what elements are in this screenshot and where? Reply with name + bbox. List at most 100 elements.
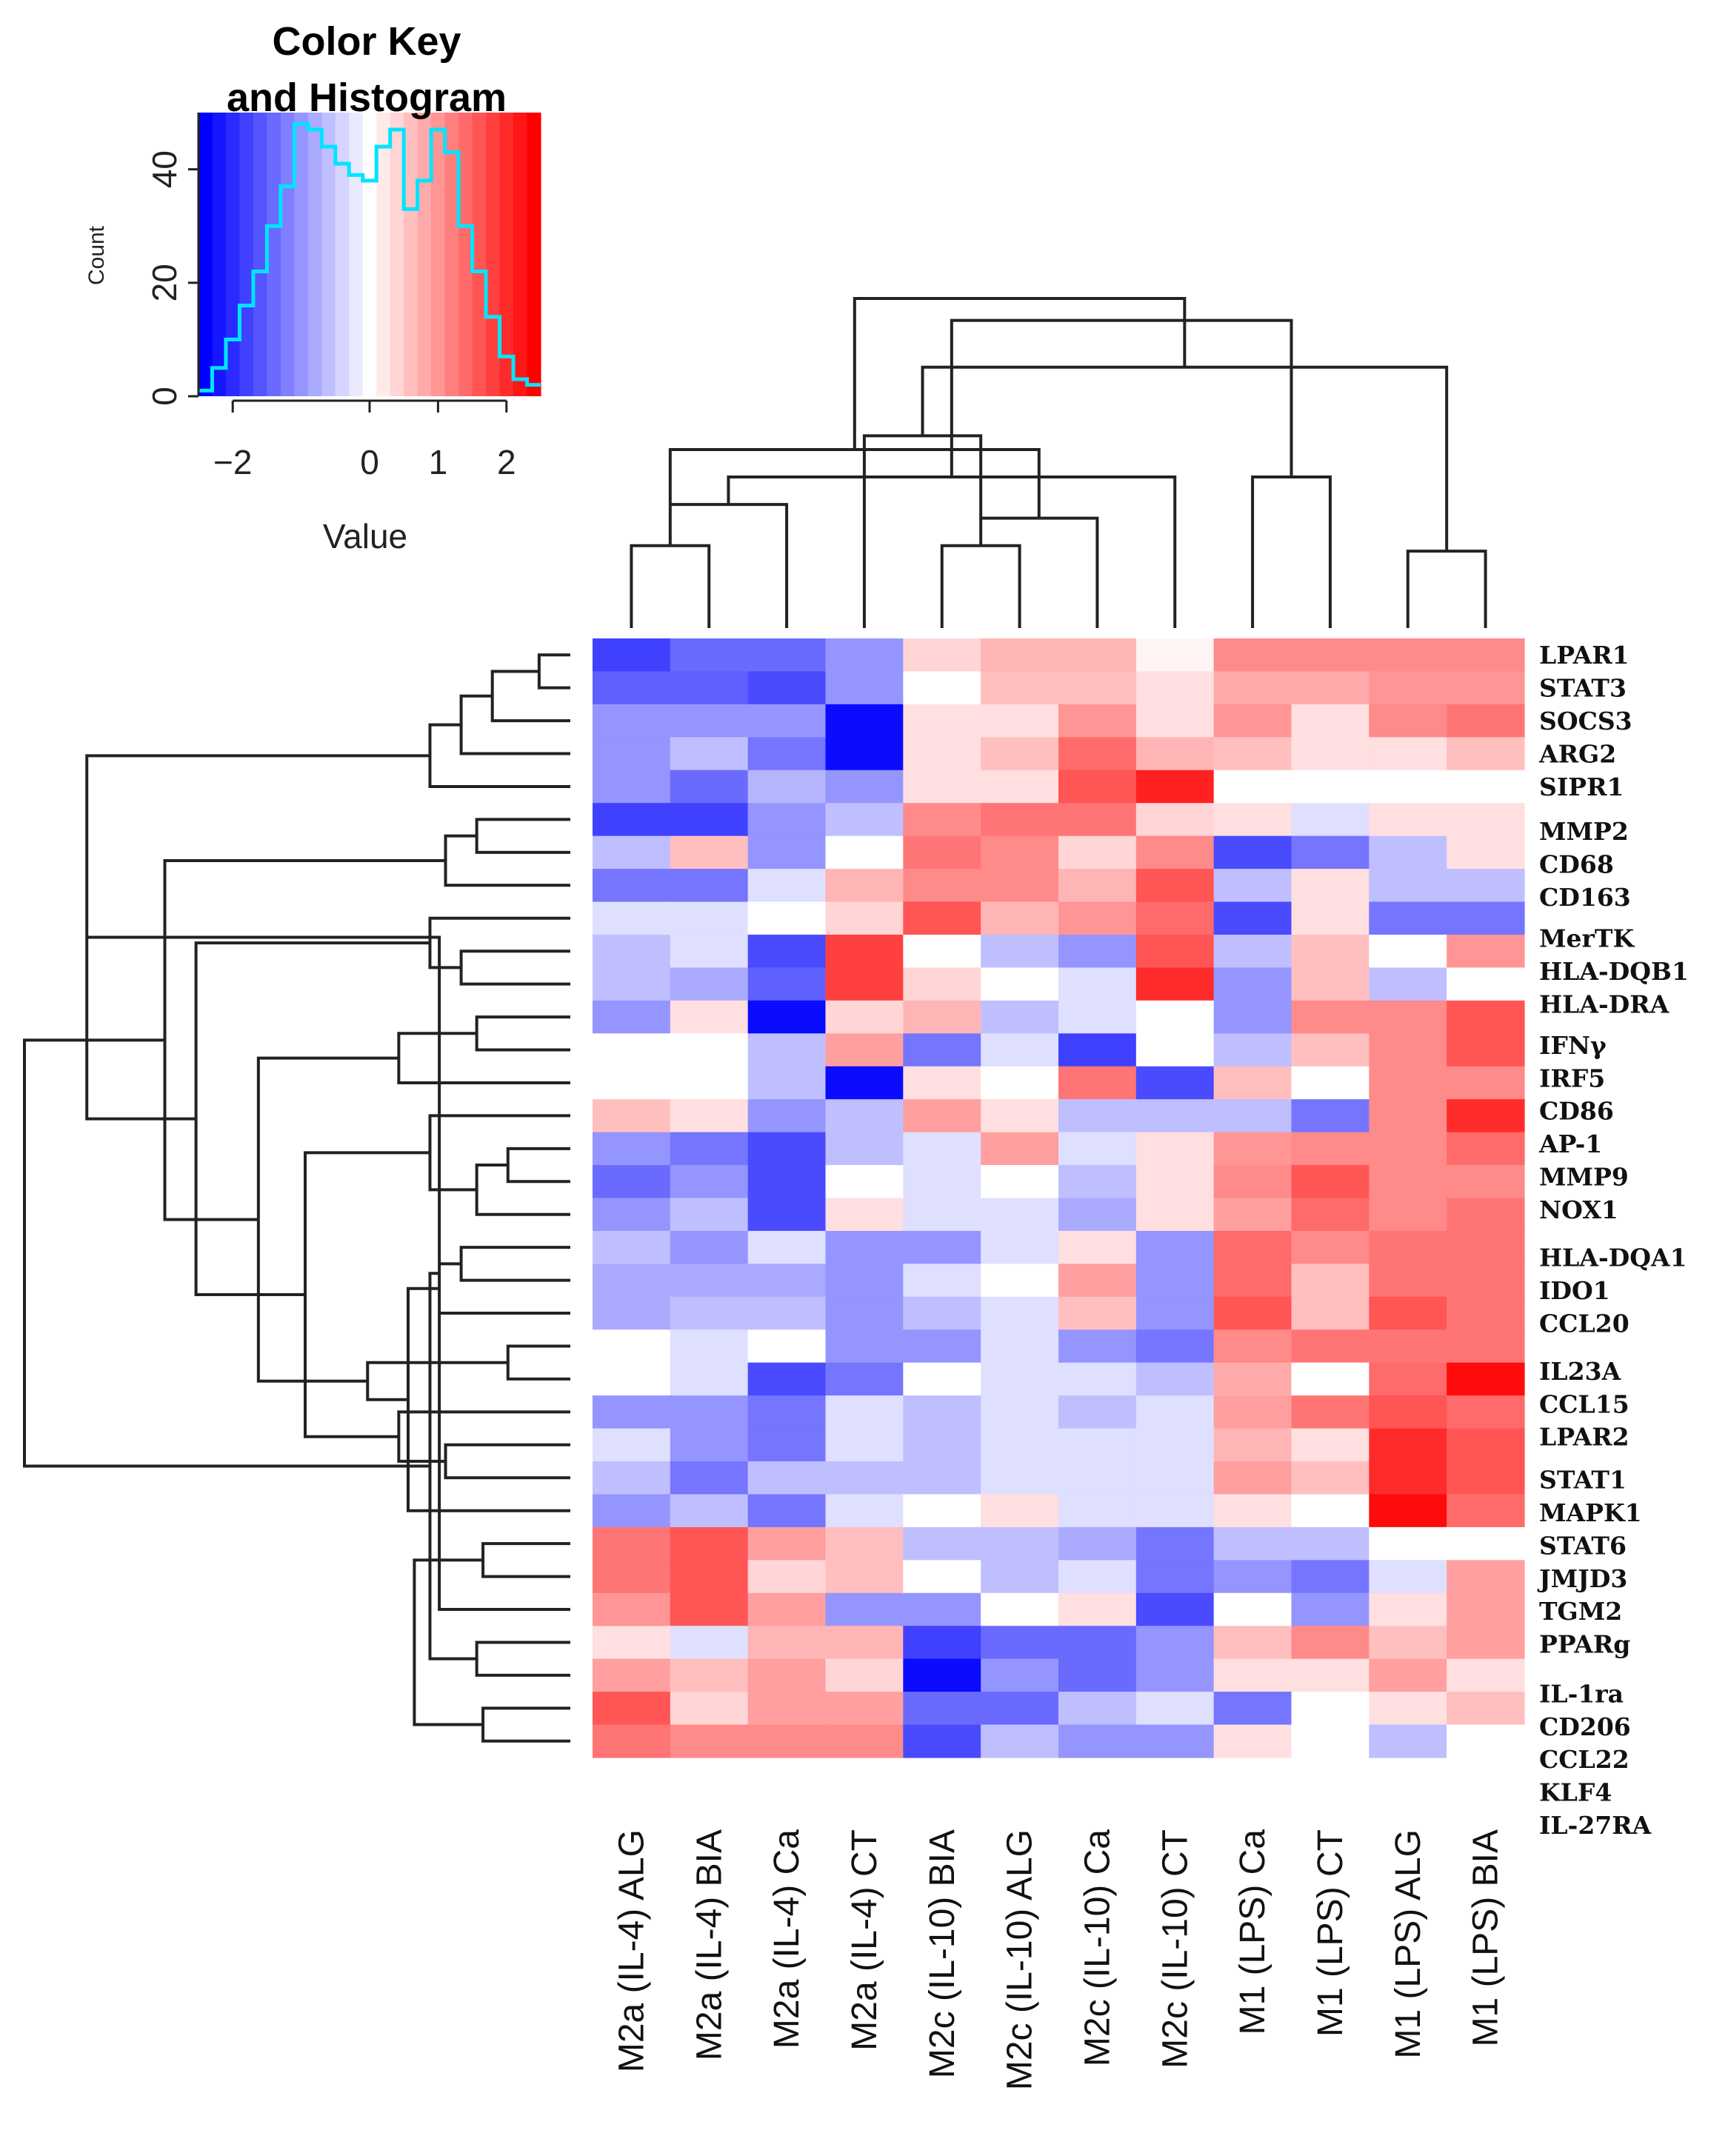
heatmap-cell: [981, 869, 1059, 903]
heatmap-cell: [1135, 1000, 1215, 1034]
heatmap-cell: [593, 1461, 671, 1495]
gene-label: CD68: [1539, 850, 1614, 878]
color-key-band: [376, 113, 391, 396]
heatmap-cell: [1058, 1362, 1137, 1396]
heatmap-cell: [1135, 803, 1215, 837]
heatmap-cell: [1213, 1560, 1292, 1594]
gene-label: CD206: [1539, 1712, 1631, 1741]
heatmap-cell: [1135, 869, 1215, 903]
color-key-ytick: 0: [145, 387, 184, 406]
gene-label: LPAR2: [1539, 1423, 1629, 1452]
heatmap-cell: [1447, 1296, 1525, 1330]
color-key-band: [294, 113, 309, 396]
heatmap-cell: [670, 1329, 749, 1364]
heatmap-cell: [903, 1099, 981, 1133]
heatmap-cell: [981, 638, 1059, 673]
heatmap-cell: [1369, 1494, 1447, 1528]
color-key-band: [239, 113, 254, 396]
heatmap-cell: [825, 1329, 904, 1364]
heatmap-cell: [981, 1626, 1059, 1660]
heatmap-cell: [903, 1626, 981, 1660]
heatmap-cell: [747, 1066, 827, 1100]
heatmap-cell: [825, 1033, 904, 1067]
heatmap-cell: [1447, 1329, 1525, 1364]
color-key-band: [390, 113, 404, 396]
heatmap-cell: [593, 737, 671, 771]
heatmap-cell: [747, 1230, 827, 1264]
heatmap-cell: [1058, 1526, 1137, 1561]
heatmap-cell: [1213, 1592, 1292, 1626]
color-key-band: [404, 113, 418, 396]
heatmap-cell: [1369, 1626, 1447, 1660]
heatmap-cell: [903, 704, 981, 738]
heatmap-cell: [593, 901, 671, 935]
heatmap-cell: [981, 1362, 1059, 1396]
heatmap-cell: [981, 1198, 1059, 1232]
heatmap-cell: [981, 901, 1059, 935]
heatmap-cell: [1058, 1395, 1137, 1429]
sample-label: M2c (IL-10) Ca: [1078, 1829, 1117, 2066]
color-key-histogram: [199, 121, 541, 393]
heatmap-cell: [1291, 1526, 1370, 1561]
color-key-ytick: 20: [145, 264, 184, 301]
heatmap-cell: [1291, 1296, 1370, 1330]
heatmap-cell: [1213, 1132, 1292, 1166]
heatmap-cell: [1447, 1526, 1525, 1561]
color-key-band: [349, 113, 364, 396]
heatmap-cell: [981, 1132, 1059, 1166]
heatmap-cell: [903, 1230, 981, 1264]
heatmap-cell: [903, 1329, 981, 1364]
color-key-band: [486, 113, 501, 396]
gene-label: CCL22: [1539, 1745, 1629, 1774]
heatmap-cell: [1291, 1066, 1370, 1100]
heatmap-cell: [825, 901, 904, 935]
color-key-band: [444, 113, 459, 396]
heatmap-cell: [1447, 1132, 1525, 1166]
heatmap-cell: [1369, 1264, 1447, 1298]
heatmap-cell: [903, 835, 981, 870]
heatmap-cell: [903, 1132, 981, 1166]
heatmap-cell: [981, 1658, 1059, 1692]
heatmap-cell: [593, 934, 671, 969]
heatmap-cell: [593, 1526, 671, 1561]
heatmap-cell: [1135, 1724, 1215, 1758]
heatmap-cell: [1213, 671, 1292, 705]
heatmap-cell: [670, 1560, 749, 1594]
color-key: 0 20 40 −2 0 1 2 Color Key and Histogram Value…: [84, 19, 541, 555]
heatmap-cell: [825, 1362, 904, 1396]
color-key-xtick: −2: [213, 443, 252, 481]
heatmap-cell: [1135, 1264, 1215, 1298]
sample-label: M1 (LPS) Ca: [1233, 1829, 1272, 2035]
color-key-title-line2: and Histogram: [227, 76, 507, 120]
heatmap-cell: [1058, 1724, 1137, 1758]
heatmap-cell: [670, 737, 749, 771]
color-key-band: [307, 113, 322, 396]
color-key-band: [513, 113, 528, 396]
gene-label: NOX1: [1539, 1195, 1618, 1224]
heatmap-cell: [1291, 869, 1370, 903]
heatmap-cell: [670, 1395, 749, 1429]
heatmap-cell: [1447, 1461, 1525, 1495]
heatmap-cell: [747, 1724, 827, 1758]
heatmap-cell: [1291, 1494, 1370, 1528]
heatmap-cell: [593, 1066, 671, 1100]
gene-label: MMP2: [1539, 817, 1629, 846]
heatmap-cell: [1369, 967, 1447, 1001]
gene-label: PPARg: [1539, 1630, 1630, 1659]
heatmap-cell: [593, 1724, 671, 1758]
heatmap-cell: [1447, 1658, 1525, 1692]
heatmap-cell: [1135, 770, 1215, 804]
heatmap-cell: [1291, 1329, 1370, 1364]
heatmap-cell: [1447, 901, 1525, 935]
heatmap-cell: [1135, 1329, 1215, 1364]
heatmap-cell: [1135, 1428, 1215, 1462]
heatmap-cell: [593, 1428, 671, 1462]
heatmap-cell: [825, 1428, 904, 1462]
heatmap-cell: [981, 1724, 1059, 1758]
color-key-xtick: 1: [429, 443, 448, 481]
gene-label: LPAR1: [1539, 641, 1629, 670]
heatmap-cell: [747, 770, 827, 804]
heatmap-cell: [670, 1626, 749, 1660]
heatmap-cell: [747, 1658, 827, 1692]
heatmap-cell: [825, 1626, 904, 1660]
